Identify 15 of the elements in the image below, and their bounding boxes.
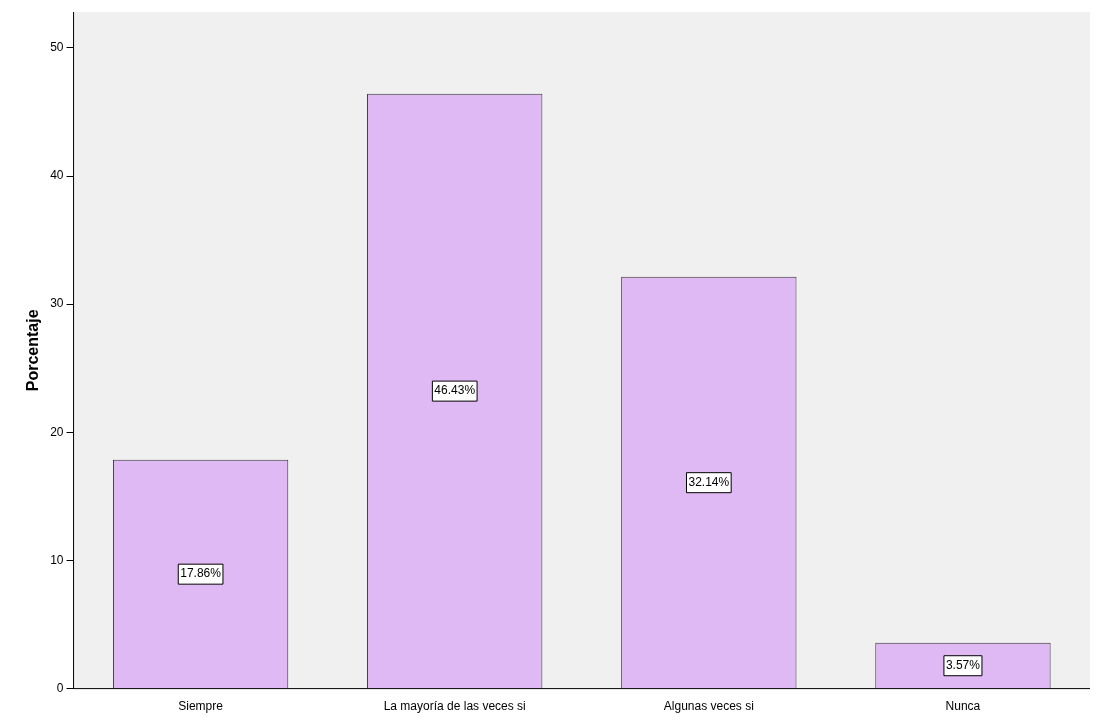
y-tick-label: 40 (50, 168, 64, 183)
y-tick-label: 30 (50, 296, 64, 311)
x-tick-label: Nunca (945, 699, 981, 714)
x-tick-label: La mayoría de las veces si (383, 699, 526, 714)
y-tick-label: 0 (56, 680, 64, 695)
y-tick-label: 10 (50, 552, 64, 567)
data-label: 3.57% (945, 658, 981, 673)
x-tick-label: Algunas veces si (663, 699, 754, 714)
data-label: 46.43% (434, 383, 476, 398)
data-label: 32.14% (688, 474, 730, 489)
y-tick-label: 50 (50, 40, 64, 55)
x-tick-label: Siempre (178, 699, 224, 714)
data-label: 17.86% (180, 566, 222, 581)
y-axis-title: Porcentaje (24, 309, 42, 392)
y-tick-label: 20 (50, 424, 64, 439)
